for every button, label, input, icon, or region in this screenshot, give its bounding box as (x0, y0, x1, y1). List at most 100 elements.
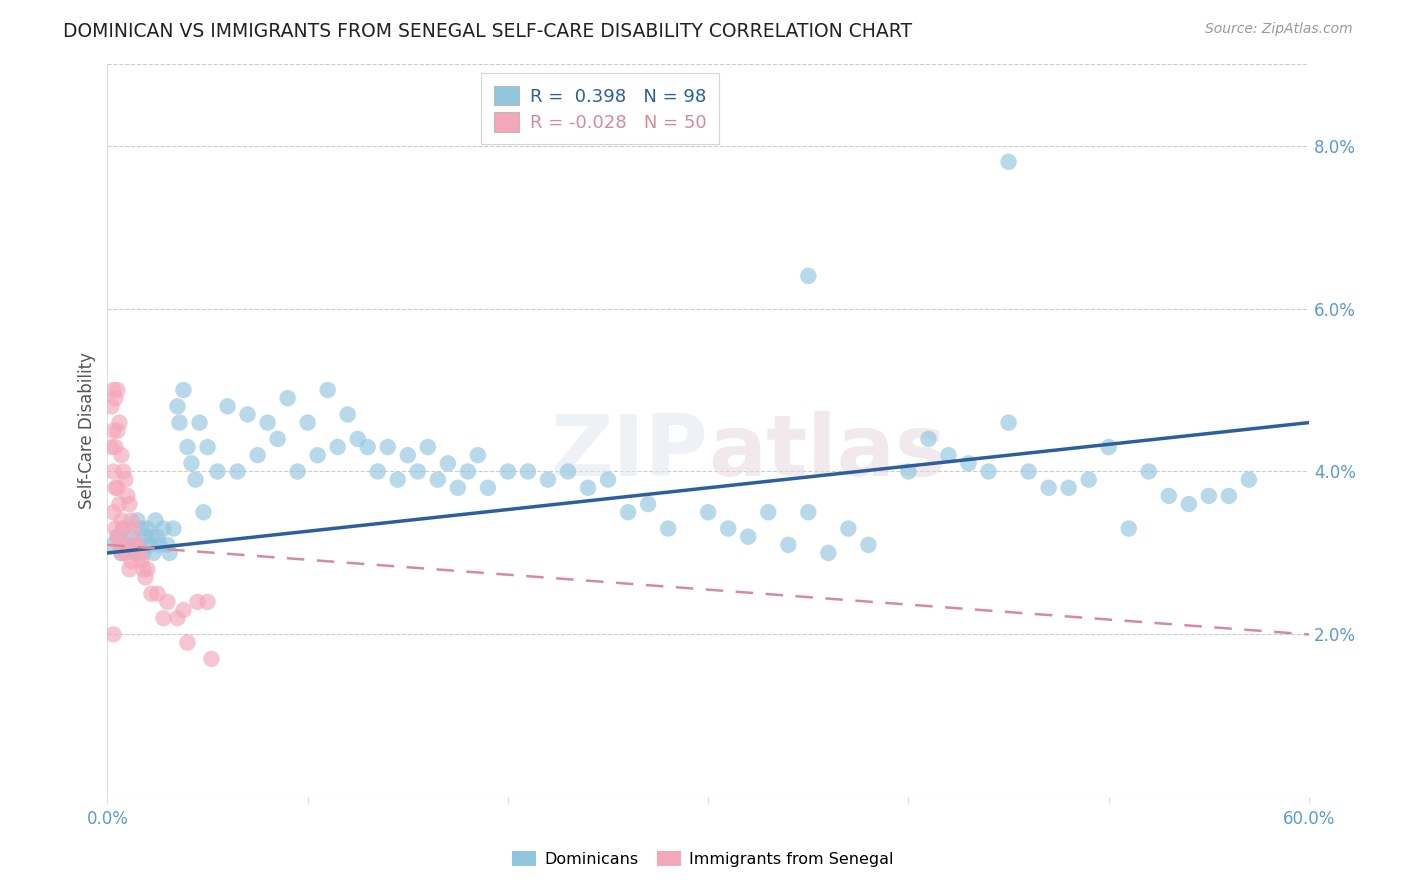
Point (467, 448, 489, 462)
Point (256, 416, 278, 430)
Text: Source: ZipAtlas.com: Source: ZipAtlas.com (1205, 22, 1353, 37)
Point (316, 383, 339, 397)
Point (778, 538, 800, 552)
Point (134, 570, 156, 584)
Point (105, 424, 128, 438)
Point (207, 465, 229, 479)
Point (132, 546, 155, 560)
Point (200, 652, 222, 666)
Point (756, 505, 779, 519)
Point (166, 611, 188, 625)
Point (193, 505, 215, 519)
Point (367, 465, 389, 479)
Point (103, 424, 125, 438)
Point (797, 268, 820, 283)
Point (457, 465, 479, 479)
Point (1018, 465, 1040, 479)
Point (103, 627, 125, 641)
Point (266, 432, 288, 446)
Legend: R =  0.398   N = 98, R = -0.028   N = 50: R = 0.398 N = 98, R = -0.028 N = 50 (481, 73, 718, 145)
Point (118, 562, 141, 576)
Text: ZIP: ZIP (550, 411, 709, 494)
Point (104, 481, 127, 495)
Point (110, 513, 132, 527)
Point (120, 513, 142, 527)
Point (103, 465, 125, 479)
Point (336, 408, 359, 422)
Point (596, 473, 619, 487)
Point (617, 505, 640, 519)
Point (120, 554, 142, 568)
Point (576, 481, 599, 495)
Point (897, 465, 920, 479)
Point (176, 440, 198, 454)
Point (246, 448, 269, 462)
Point (117, 538, 139, 552)
Point (1218, 489, 1240, 503)
Point (120, 530, 142, 544)
Point (105, 530, 128, 544)
Point (957, 456, 980, 470)
Point (180, 456, 202, 470)
Y-axis label: Self-Care Disability: Self-Care Disability (79, 352, 96, 509)
Point (1057, 481, 1080, 495)
Point (416, 440, 439, 454)
Point (122, 522, 145, 536)
Point (136, 562, 159, 576)
Point (100, 440, 122, 454)
Point (128, 538, 150, 552)
Point (108, 416, 131, 430)
Point (104, 522, 127, 536)
Point (145, 513, 167, 527)
Point (152, 522, 174, 536)
Point (124, 538, 146, 552)
Point (1118, 522, 1140, 536)
Point (236, 408, 259, 422)
Legend: Dominicans, Immigrants from Senegal: Dominicans, Immigrants from Senegal (506, 845, 900, 873)
Point (142, 546, 165, 560)
Point (172, 383, 194, 397)
Point (406, 465, 429, 479)
Point (110, 448, 132, 462)
Point (114, 546, 136, 560)
Point (110, 546, 132, 560)
Point (112, 465, 135, 479)
Point (437, 456, 460, 470)
Point (108, 497, 131, 511)
Point (159, 546, 181, 560)
Point (697, 505, 720, 519)
Point (172, 603, 194, 617)
Point (426, 473, 449, 487)
Point (156, 538, 179, 552)
Point (138, 538, 160, 552)
Point (105, 530, 128, 544)
Point (277, 391, 299, 405)
Point (657, 522, 679, 536)
Point (184, 473, 207, 487)
Point (162, 522, 184, 536)
Point (100, 399, 122, 413)
Point (104, 391, 127, 405)
Point (307, 448, 329, 462)
Point (226, 465, 249, 479)
Text: atlas: atlas (709, 411, 946, 494)
Point (131, 554, 153, 568)
Point (537, 473, 560, 487)
Point (346, 432, 368, 446)
Point (1077, 473, 1099, 487)
Point (104, 440, 127, 454)
Point (112, 522, 135, 536)
Point (357, 440, 380, 454)
Point (797, 505, 820, 519)
Point (128, 546, 150, 560)
Point (141, 587, 163, 601)
Point (387, 473, 409, 487)
Point (326, 440, 349, 454)
Point (134, 530, 156, 544)
Point (108, 538, 131, 552)
Point (557, 465, 579, 479)
Point (477, 481, 499, 495)
Point (516, 465, 538, 479)
Point (186, 595, 208, 609)
Point (1137, 465, 1160, 479)
